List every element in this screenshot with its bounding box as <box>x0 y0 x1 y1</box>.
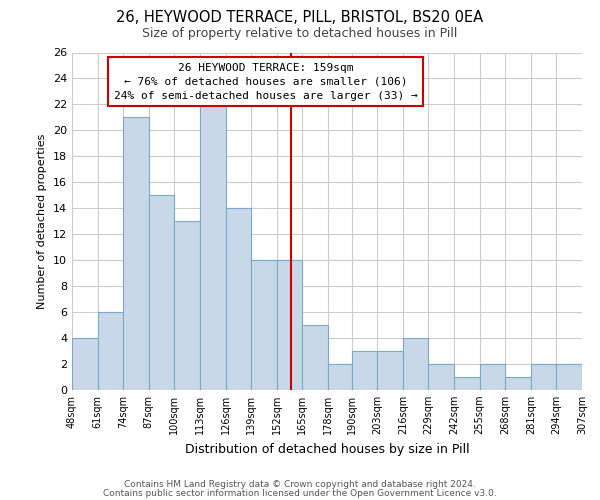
Bar <box>251 260 277 390</box>
Text: Size of property relative to detached houses in Pill: Size of property relative to detached ho… <box>142 28 458 40</box>
Bar <box>377 351 403 390</box>
Bar <box>302 325 328 390</box>
Bar <box>479 364 505 390</box>
Bar <box>175 221 200 390</box>
Bar <box>200 104 226 390</box>
Bar <box>352 351 377 390</box>
Bar <box>149 196 175 390</box>
Text: Contains public sector information licensed under the Open Government Licence v3: Contains public sector information licen… <box>103 488 497 498</box>
X-axis label: Distribution of detached houses by size in Pill: Distribution of detached houses by size … <box>185 442 469 456</box>
Text: 26, HEYWOOD TERRACE, PILL, BRISTOL, BS20 0EA: 26, HEYWOOD TERRACE, PILL, BRISTOL, BS20… <box>116 10 484 25</box>
Bar <box>72 338 98 390</box>
Y-axis label: Number of detached properties: Number of detached properties <box>37 134 47 309</box>
Bar <box>556 364 582 390</box>
Bar <box>505 377 531 390</box>
Bar <box>328 364 352 390</box>
Bar <box>277 260 302 390</box>
Text: Contains HM Land Registry data © Crown copyright and database right 2024.: Contains HM Land Registry data © Crown c… <box>124 480 476 489</box>
Bar <box>454 377 479 390</box>
Bar <box>123 118 149 390</box>
Text: 26 HEYWOOD TERRACE: 159sqm
← 76% of detached houses are smaller (106)
24% of sem: 26 HEYWOOD TERRACE: 159sqm ← 76% of deta… <box>114 62 418 100</box>
Bar <box>428 364 454 390</box>
Bar <box>98 312 123 390</box>
Bar <box>531 364 556 390</box>
Bar <box>403 338 428 390</box>
Bar <box>226 208 251 390</box>
